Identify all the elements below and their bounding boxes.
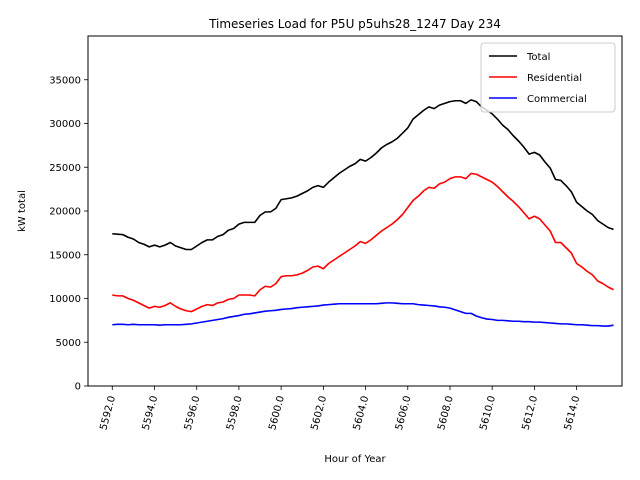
y-tick-label: 0	[75, 382, 81, 393]
series-line-total	[112, 99, 614, 251]
y-tick-label: 15000	[49, 250, 81, 261]
plot-lines	[112, 99, 614, 327]
y-tick-label: 35000	[49, 75, 81, 86]
legend-label-total: Total	[526, 52, 550, 63]
y-tick-label: 30000	[49, 119, 81, 130]
series-line-commercial	[112, 302, 614, 327]
y-tick-label: 25000	[49, 163, 81, 174]
y-tick-label: 5000	[56, 338, 81, 349]
y-tick-label: 20000	[49, 207, 81, 218]
legend: Total Residential Commercial	[480, 42, 616, 113]
series-line-residential	[112, 172, 614, 313]
legend-label-residential: Residential	[527, 73, 582, 84]
chart-title: Timeseries Load for P5U p5uhs28_1247 Day…	[208, 17, 501, 31]
plot-frame	[87, 35, 623, 387]
legend-box	[480, 42, 616, 113]
y-axis-title: kW total	[17, 190, 28, 232]
legend-label-commercial: Commercial	[527, 94, 587, 105]
y-tick-label: 10000	[49, 294, 81, 305]
x-axis-title: Hour of Year	[324, 454, 386, 465]
y-axis: 0 5000 10000 15000 20000 25000 30000 35000	[49, 75, 88, 393]
